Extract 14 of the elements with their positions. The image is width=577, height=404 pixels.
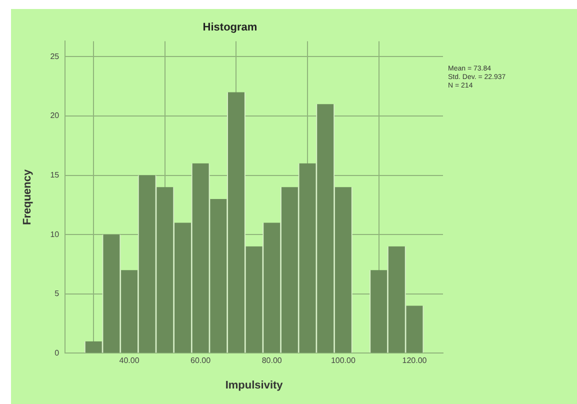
y-axis-title: Frequency bbox=[22, 168, 34, 226]
x-tick-label: 120.00 bbox=[402, 356, 428, 366]
y-tick-label: 0 bbox=[54, 348, 60, 358]
x-tick-label: 80.00 bbox=[262, 356, 282, 366]
y-tick-label: 20 bbox=[50, 111, 60, 120]
y-tick-label: 25 bbox=[50, 52, 60, 61]
x-tick-label: 40.00 bbox=[119, 356, 140, 366]
y-tick-label: 15 bbox=[50, 170, 60, 180]
y-tick-label: 5 bbox=[54, 289, 60, 298]
chart-title: Histogram bbox=[202, 22, 258, 34]
y-tick-label: 10 bbox=[50, 230, 60, 239]
x-tick-label: 100.00 bbox=[330, 356, 356, 366]
x-axis-title: Impulsivity bbox=[225, 379, 284, 392]
x-tick-label: 60.00 bbox=[190, 356, 212, 366]
